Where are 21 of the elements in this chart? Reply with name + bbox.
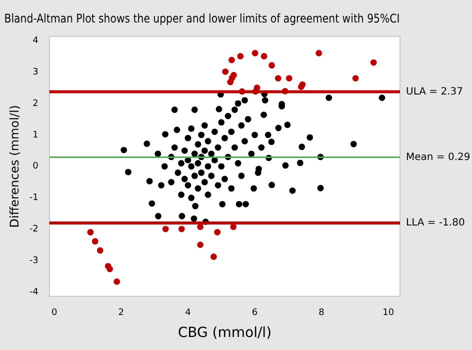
x-tick-label: 0	[52, 308, 58, 318]
x-tick-label: 6	[252, 308, 258, 318]
chart-title: Bland-Altman Plot shows the upper and lower limits of agreement with 95%CI	[4, 12, 400, 26]
y-tick-label: -4	[29, 288, 39, 298]
y-tick-label: 4	[32, 36, 39, 46]
x-tick-label: 2	[118, 308, 124, 318]
x-tick-label: 10	[382, 308, 394, 318]
y-axis-title: Differences (mmol/l)	[7, 105, 22, 228]
x-tick-label: 4	[185, 308, 192, 318]
y-tick-label: 3	[32, 67, 38, 78]
y-tick-label: 0	[32, 162, 39, 172]
ref-line-label: ULA = 2.37	[406, 86, 463, 98]
ref-line-label: Mean = 0.29	[406, 152, 470, 163]
y-tick-label: 1	[32, 130, 38, 140]
y-tick-label: -2	[29, 224, 38, 235]
x-tick-label: 8	[318, 308, 325, 318]
ref-line-label: LLA = -1.80	[406, 218, 465, 229]
x-axis-title: CBG (mmol/l)	[178, 325, 272, 342]
y-tick-label: 2	[32, 98, 38, 109]
y-tick-label: -1	[29, 193, 38, 204]
y-tick-label: -3	[29, 256, 38, 266]
